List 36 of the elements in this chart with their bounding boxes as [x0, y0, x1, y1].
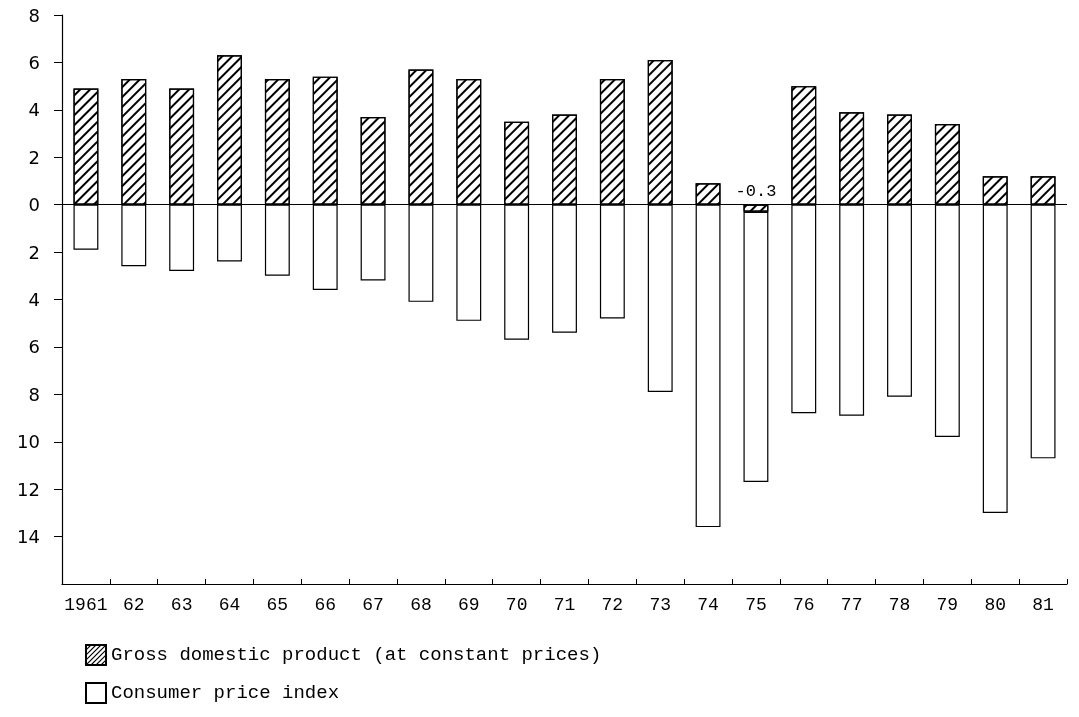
- y-tick-label: 4: [28, 289, 40, 310]
- x-tick-label: 64: [218, 595, 241, 615]
- data-label: -0.3: [735, 181, 777, 201]
- x-tick-label: 76: [792, 595, 815, 615]
- y-tick-label: 12: [17, 478, 40, 500]
- x-tick-label: 78: [888, 595, 911, 615]
- x-tick-label: 65: [266, 595, 289, 615]
- x-tick-label: 66: [314, 595, 337, 615]
- y-tick-label: 2: [28, 241, 40, 263]
- x-tick-label: 74: [697, 595, 719, 615]
- x-tick-label: 75: [745, 595, 767, 615]
- x-tick-label: 81: [1032, 595, 1054, 615]
- x-tick-label: 62: [122, 595, 145, 615]
- y-tick-label: 4: [28, 99, 40, 121]
- x-tick-label: 63: [170, 595, 193, 615]
- x-tick-label: 72: [601, 595, 624, 615]
- legend-label: Gross domestic product (at constant prices): [111, 644, 602, 666]
- x-tick-label: 68: [410, 595, 432, 615]
- legend-label: Consumer price index: [111, 682, 340, 704]
- y-tick-label: 6: [28, 51, 40, 73]
- y-tick-label: 6: [28, 336, 40, 358]
- x-tick-label: 80: [984, 595, 1007, 615]
- x-tick-label: 67: [362, 595, 384, 615]
- y-tick-label: 14: [17, 526, 40, 548]
- x-tick-label: 73: [649, 595, 672, 615]
- x-tick-label: 1961: [64, 595, 108, 615]
- y-tick-label: 8: [28, 4, 40, 26]
- x-tick-label: 79: [936, 595, 959, 615]
- x-tick-label: 70: [505, 595, 528, 615]
- y-tick-label: 10: [17, 431, 40, 453]
- y-tick-label: 8: [28, 383, 40, 405]
- x-tick-label: 77: [840, 595, 863, 615]
- x-tick-label: 71: [553, 595, 576, 615]
- y-tick-label: 2: [28, 146, 40, 168]
- x-tick-label: 69: [457, 595, 480, 615]
- y-tick-label: 0: [28, 194, 40, 216]
